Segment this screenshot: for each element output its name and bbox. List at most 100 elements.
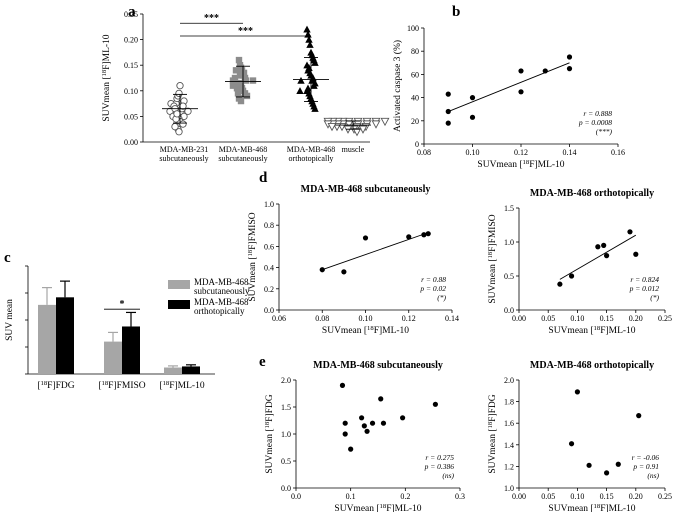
x-tick-label: 0.14 <box>563 148 577 157</box>
category-label: subcutaneously <box>159 154 208 163</box>
y-tick-label: 0.5 <box>281 457 291 466</box>
legend-swatch <box>168 280 190 289</box>
data-point <box>568 273 575 279</box>
data-point <box>445 108 451 115</box>
y-tick-label: 1.0 <box>264 200 274 209</box>
category-label: [18F]FDG <box>37 380 74 392</box>
category-label: [18F]FMISO <box>98 380 145 392</box>
y-tick-label: 1.5 <box>504 204 514 213</box>
stat-line-0: r = 0.275 <box>425 453 454 462</box>
panel-letter: c <box>4 250 11 266</box>
data-point <box>249 77 257 84</box>
y-axis-label: SUVmean [18F]ML-10 <box>101 34 113 121</box>
y-tick-label: 0.0 <box>504 306 514 315</box>
x-tick-label: 0.20 <box>629 492 643 501</box>
legend-label: MDA-MB-468 <box>194 277 249 287</box>
data-point <box>604 253 610 259</box>
data-point <box>518 68 524 74</box>
data-point <box>574 389 581 395</box>
data-point <box>233 85 241 92</box>
category-label: [18F]ML-10 <box>159 380 204 392</box>
panel-title: MDA-MB-468 subcutaneously <box>301 184 431 195</box>
data-point <box>595 244 601 250</box>
stat-line-2: (*) <box>650 293 659 302</box>
stat-line-0: r = -0.06 <box>632 453 660 462</box>
data-point <box>319 267 325 273</box>
data-point <box>233 79 241 87</box>
y-tick-label: 0.25 <box>124 10 138 19</box>
y-axis-label: SUVmean [18F]FMISO <box>247 212 259 301</box>
panel-c: c SUV mean [18F]FDG [18F]FMISO [18F]ML-10 * MD… <box>4 250 250 391</box>
y-tick-label: 1.4 <box>504 441 514 450</box>
data-point <box>311 105 319 112</box>
x-tick-label: 0.25 <box>658 314 672 323</box>
data-point <box>243 92 251 100</box>
y-tick-label: 60 <box>411 70 419 79</box>
legend-label: orthotopically <box>194 306 245 316</box>
significance-label: *** <box>204 13 219 24</box>
x-tick-label: 0.0 <box>291 492 301 501</box>
y-tick-label: 2.0 <box>281 376 291 385</box>
data-point <box>445 91 451 97</box>
panel-title: MDA-MB-468 orthotopically <box>530 188 654 199</box>
regression-line <box>322 232 429 271</box>
y-tick-label: 1.0 <box>504 484 514 493</box>
data-point <box>421 232 427 238</box>
data-point <box>369 420 376 426</box>
stat-line-1: p = 0.02 <box>419 284 446 293</box>
x-tick-label: 0.10 <box>359 314 373 323</box>
data-point <box>179 120 187 128</box>
data-point <box>425 231 431 237</box>
y-tick-label: 1.2 <box>504 462 514 471</box>
data-point <box>171 122 179 131</box>
stat-line-2: (ns) <box>442 471 454 480</box>
x-tick-label: 0.12 <box>514 148 528 157</box>
x-tick-label: 0.08 <box>315 314 329 323</box>
bar <box>182 366 200 374</box>
data-point <box>232 67 240 74</box>
x-axis-label: SUVmean [18F]ML-10 <box>548 325 635 337</box>
bar <box>56 297 74 374</box>
data-point <box>176 82 184 90</box>
stat-line-1: p = 0.0008 <box>578 118 612 127</box>
data-point <box>361 423 367 429</box>
data-point <box>342 420 348 426</box>
x-tick-label: 0.06 <box>272 314 286 323</box>
data-point <box>542 68 548 74</box>
y-tick-label: 0.0 <box>264 306 274 315</box>
data-point <box>380 420 387 426</box>
x-tick-label: 0.12 <box>402 314 416 323</box>
stat-line-0: r = 0.888 <box>583 109 612 118</box>
stat-line-1: p = 0.386 <box>424 462 455 471</box>
data-point <box>469 114 476 120</box>
y-tick-label: 0.05 <box>124 112 138 121</box>
category-label: orthotopically <box>289 154 334 163</box>
category-label: MDA-MB-468 <box>219 145 267 154</box>
legend-swatch <box>168 300 190 309</box>
panel-d: MDA-MB-468 subcutaneously d 0.06 0.08 0.10 0.… <box>247 170 460 336</box>
y-tick-label: 20 <box>411 117 419 126</box>
legend-label: MDA-MB-468 <box>194 297 249 307</box>
data-point <box>378 396 384 402</box>
y-tick-label: 1.8 <box>504 398 514 407</box>
data-point <box>586 462 592 468</box>
stat-line-2: (ns) <box>647 471 659 480</box>
bar <box>122 326 140 374</box>
x-tick-label: 0.25 <box>658 492 672 501</box>
x-tick-label: 0.1 <box>346 492 356 501</box>
x-tick-label: 0.10 <box>570 492 584 501</box>
y-tick-label: 0.0 <box>281 484 291 493</box>
stat-line-0: r = 0.824 <box>630 275 659 284</box>
data-point <box>566 54 573 60</box>
data-point <box>175 89 183 98</box>
data-point <box>371 120 381 129</box>
data-point <box>240 69 248 77</box>
significance-label: *** <box>238 26 253 37</box>
data-point <box>445 120 451 126</box>
y-tick-label: 0.00 <box>124 138 138 147</box>
y-axis-label: SUVmean [18F]FDG <box>487 394 499 473</box>
panel-d2: MDA-MB-468 orthotopically 0.00 0.05 0.10 0.1… <box>487 188 673 336</box>
